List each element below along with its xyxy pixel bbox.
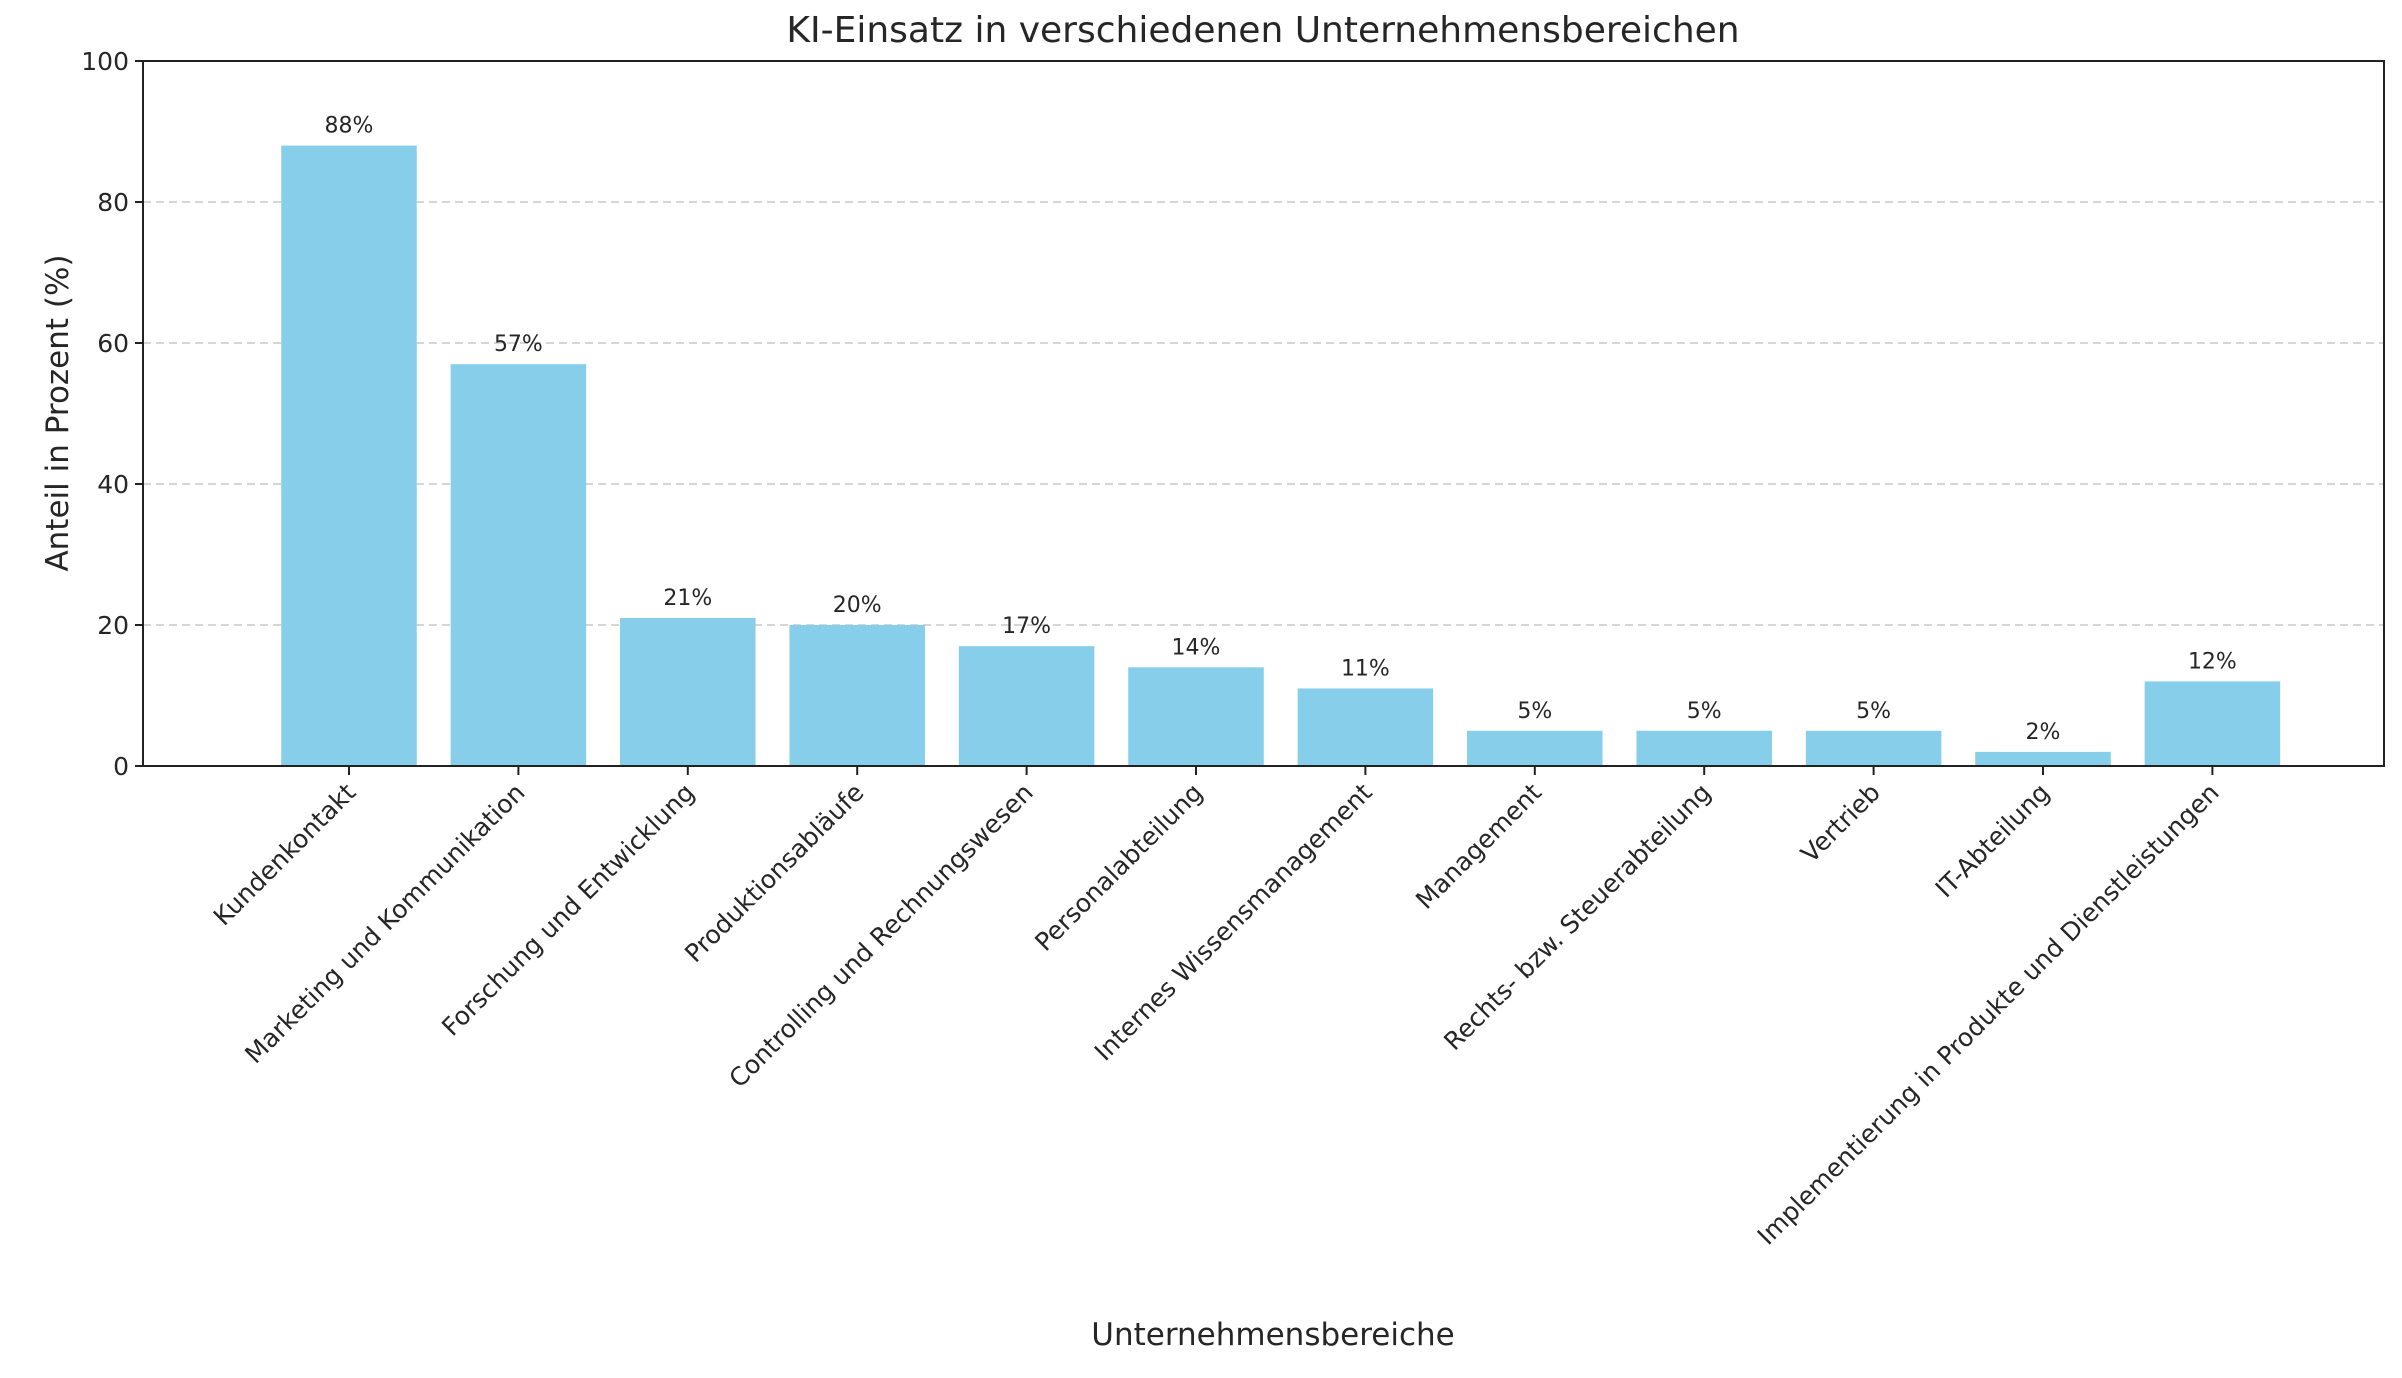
bar [1805,730,1942,766]
x-tick-label: Internes Wissensmanagement [1089,778,1378,1067]
bar-value-label: 57% [494,332,543,357]
bar [1975,751,2111,766]
x-tick-label: Rechts- bzw. Steuerabteilung [1438,778,1716,1056]
bar-value-label: 5% [1856,699,1891,724]
bar [620,617,756,766]
x-tick-label: Management [1410,778,1547,915]
x-tick-label: Marketing und Kommunikation [239,778,530,1069]
bar-value-label: 21% [663,586,712,611]
y-tick-label: 60 [97,329,129,358]
bar-value-label: 14% [1172,635,1221,660]
x-tick-label: Kundenkontakt [208,778,362,932]
y-tick-label: 40 [97,470,129,499]
bar [450,364,587,766]
y-axis-label: Anteil in Prozent (%) [40,254,76,571]
bar-value-label: 12% [2188,649,2237,674]
bar [789,625,925,766]
y-tick-label: 0 [113,752,129,781]
plot-frame [142,60,2385,767]
bar-value-label: 5% [1517,699,1552,724]
bar-value-label: 20% [833,593,882,618]
bar-value-label: 2% [2026,720,2061,745]
bar-value-label: 88% [325,114,374,139]
x-axis-label: Unternehmensbereiche [1091,1317,1454,1353]
chart-title: KI-Einsatz in verschiedenen Unternehmens… [786,10,1739,51]
bar [1128,667,1264,766]
bar [1636,730,1772,766]
bar-value-label: 17% [1002,614,1051,639]
x-tick-label: Personalabteilung [1029,778,1208,957]
y-tick-label: 100 [81,47,129,76]
bar [1297,688,1434,766]
bar-value-label: 11% [1341,656,1390,681]
x-tick-label: Controlling und Rechnungswesen [723,778,1038,1093]
x-tick-label: Vertrieb [1795,778,1886,869]
bar [2144,681,2281,766]
bar [1467,730,1603,766]
bar-value-label: 5% [1687,699,1722,724]
bar [958,646,1095,766]
x-tick-label: Produktionsabläufe [679,778,869,968]
y-tick-label: 80 [97,188,129,217]
x-tick-label: IT-Abteilung [1930,778,2055,903]
y-tick-label: 20 [97,611,129,640]
bar [281,145,417,767]
